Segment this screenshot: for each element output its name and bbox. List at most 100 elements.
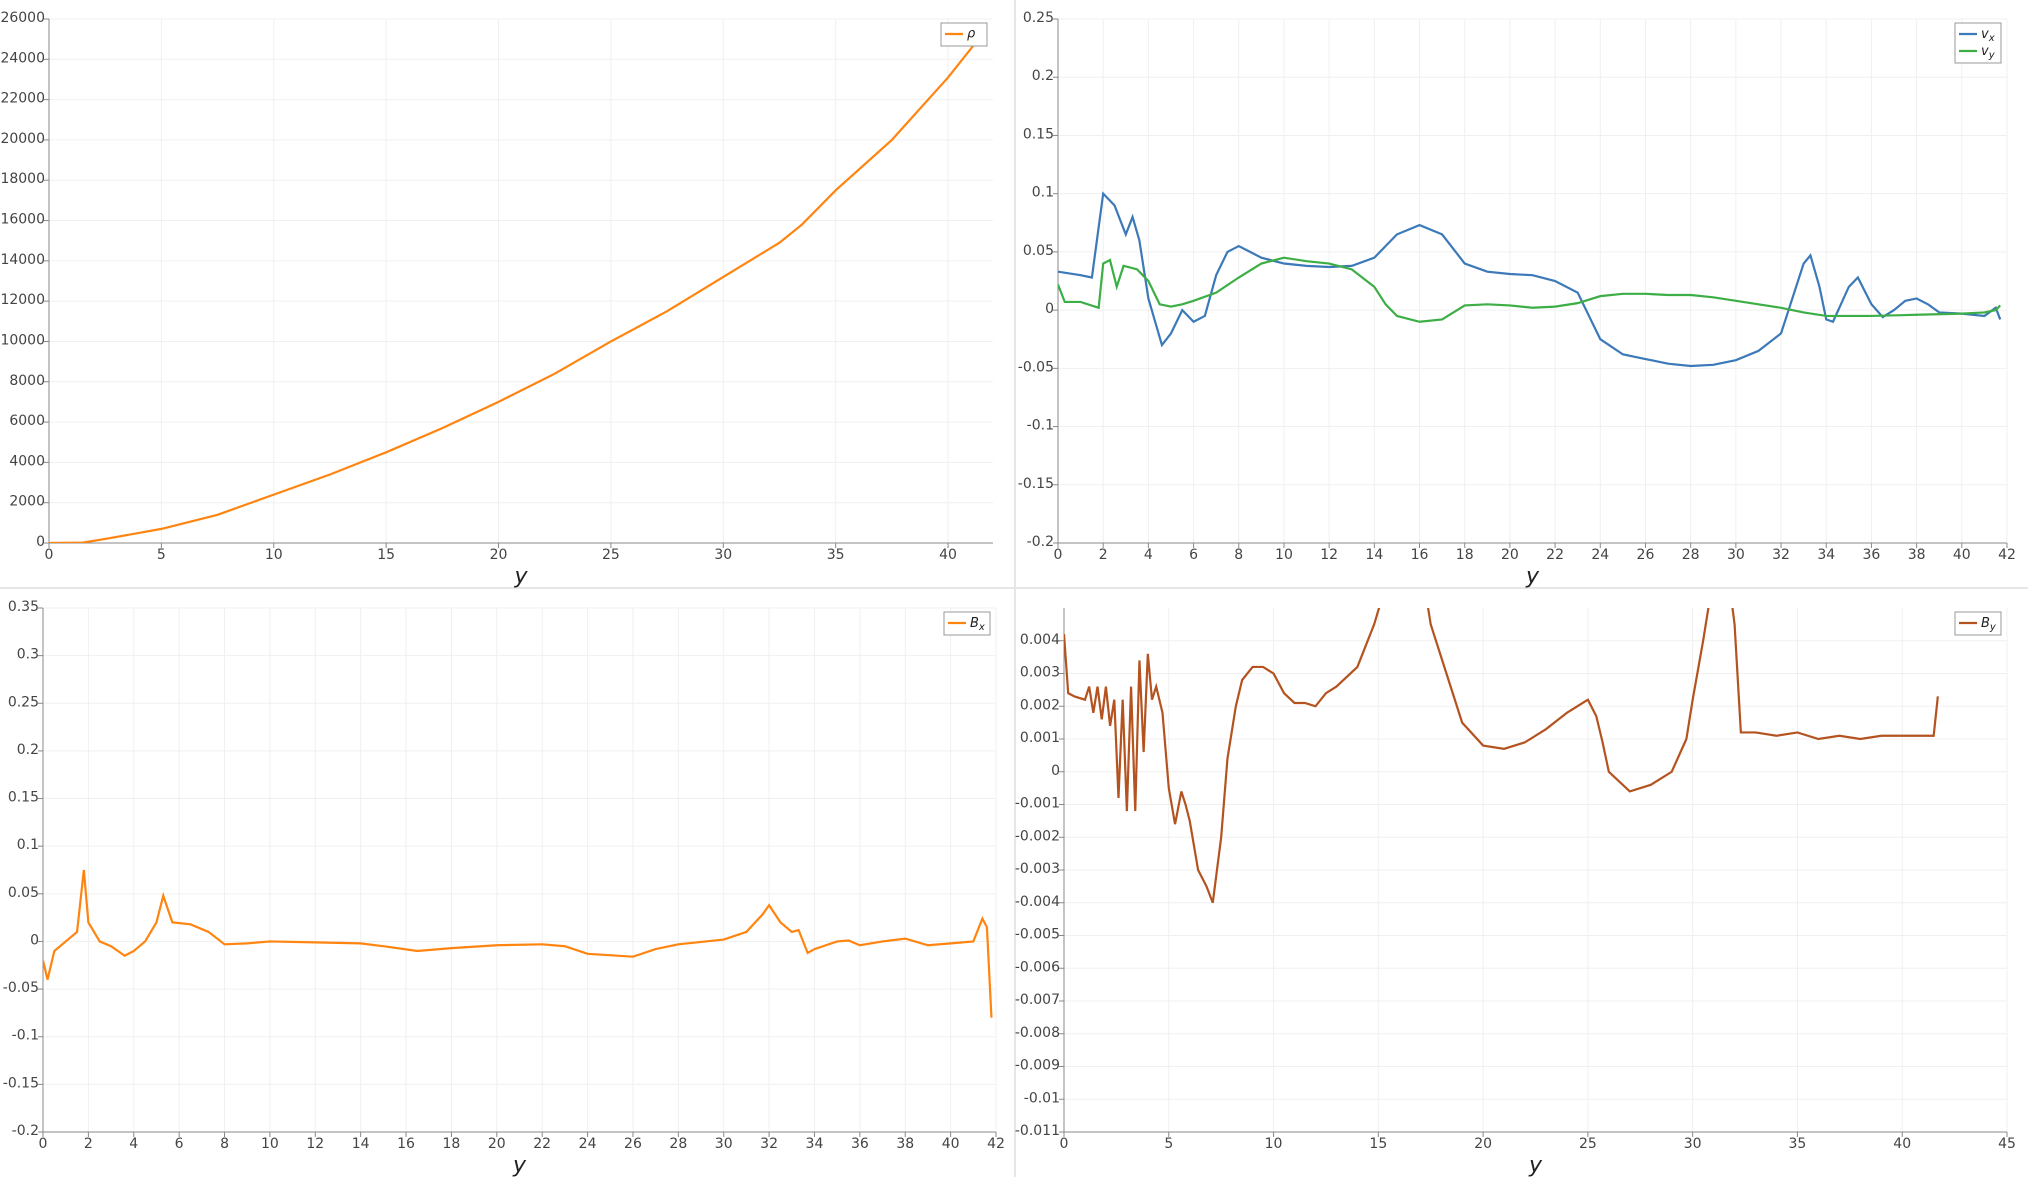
x-tick-label: 6 bbox=[175, 1136, 184, 1152]
y-tick-label: 14000 bbox=[0, 252, 45, 268]
x-tick-label: 0 bbox=[45, 547, 54, 563]
y-tick-label: -0.15 bbox=[1018, 476, 1054, 492]
x-tick-label: 30 bbox=[1684, 1136, 1702, 1152]
x-tick-label: 0 bbox=[1060, 1136, 1069, 1152]
y-tick-label: -0.2 bbox=[12, 1123, 39, 1139]
x-tick-label: 36 bbox=[1863, 547, 1881, 563]
x-tick-label: 16 bbox=[1411, 547, 1429, 563]
x-tick-label: 38 bbox=[1908, 547, 1926, 563]
x-tick-label: 40 bbox=[939, 547, 957, 563]
x-tick-label: 6 bbox=[1189, 547, 1198, 563]
y-tick-label: 0.002 bbox=[1020, 697, 1060, 713]
y-tick-label: -0.003 bbox=[1015, 861, 1060, 877]
x-tick-label: 42 bbox=[1998, 547, 2016, 563]
legend-box bbox=[1954, 22, 2002, 64]
x-tick-label: 25 bbox=[602, 547, 620, 563]
y-tick-label: 0.2 bbox=[1032, 68, 1054, 84]
x-tick-label: 10 bbox=[1265, 1136, 1283, 1152]
x-tick-label: 12 bbox=[1320, 547, 1338, 563]
x-axis-label: y bbox=[513, 564, 528, 589]
x-tick-label: 25 bbox=[1579, 1136, 1597, 1152]
y-tick-label: 0.05 bbox=[1023, 243, 1054, 259]
y-tick-label: 0 bbox=[1051, 763, 1060, 779]
y-tick-label: -0.1 bbox=[1027, 418, 1054, 434]
y-tick-label: -0.011 bbox=[1015, 1123, 1060, 1139]
y-tick-label: 8000 bbox=[9, 373, 45, 389]
x-tick-label: 40 bbox=[1893, 1136, 1911, 1152]
x-tick-label: 40 bbox=[942, 1136, 960, 1152]
y-tick-label: 0.004 bbox=[1020, 632, 1060, 648]
x-tick-label: 20 bbox=[1501, 547, 1519, 563]
data-line bbox=[1064, 608, 1939, 904]
x-tick-label: 15 bbox=[377, 547, 395, 563]
y-tick-label: -0.1 bbox=[12, 1028, 39, 1044]
legend-label: vy bbox=[1981, 44, 1996, 62]
y-tick-label: -0.004 bbox=[1015, 894, 1060, 910]
y-tick-label: -0.05 bbox=[1018, 359, 1054, 375]
y-tick-label: -0.2 bbox=[1027, 534, 1054, 550]
y-tick-label: 0.25 bbox=[1023, 10, 1054, 26]
chart: -0.011 -0.01 -0.009 -0.008 -0.007 -0.006 -0.00… bbox=[1015, 608, 2016, 1177]
chart: -0.2 -0.15 -0.1 -0.05 0 0.05 0.1 0.15 0.2 0.25 0.3… bbox=[3, 599, 1005, 1177]
y-tick-label: 16000 bbox=[0, 212, 45, 228]
x-tick-label: 36 bbox=[851, 1136, 869, 1152]
y-tick-label: -0.005 bbox=[1015, 927, 1060, 943]
y-tick-label: 0.1 bbox=[17, 837, 39, 853]
legend-box bbox=[943, 611, 991, 636]
x-tick-label: 35 bbox=[827, 547, 845, 563]
x-tick-label: 22 bbox=[1546, 547, 1564, 563]
y-tick-label: 26000 bbox=[0, 10, 45, 26]
x-tick-label: 0 bbox=[1054, 547, 1063, 563]
y-tick-label: 0.05 bbox=[8, 885, 39, 901]
y-tick-label: 20000 bbox=[0, 131, 45, 147]
y-tick-label: 0.2 bbox=[17, 742, 39, 758]
y-tick-label: -0.01 bbox=[1024, 1090, 1060, 1106]
y-tick-label: 2000 bbox=[9, 494, 45, 510]
y-tick-label: -0.009 bbox=[1015, 1058, 1060, 1074]
legend-label: Bx bbox=[970, 616, 985, 634]
x-tick-label: 14 bbox=[352, 1136, 370, 1152]
x-tick-label: 12 bbox=[306, 1136, 324, 1152]
y-tick-label: 24000 bbox=[0, 50, 45, 66]
x-tick-label: 4 bbox=[1144, 547, 1153, 563]
y-tick-label: 12000 bbox=[0, 292, 45, 308]
chart: 0 2000 4000 6000 8000 10000 12000 14000 16000 180… bbox=[0, 10, 993, 589]
y-tick-label: -0.007 bbox=[1015, 992, 1060, 1008]
legend-label: ρ bbox=[967, 27, 976, 42]
x-tick-label: 38 bbox=[896, 1136, 914, 1152]
y-tick-label: 4000 bbox=[9, 453, 45, 469]
y-tick-label: 0.3 bbox=[17, 647, 39, 663]
y-tick-label: -0.008 bbox=[1015, 1025, 1060, 1041]
x-axis-label: y bbox=[1528, 1153, 1543, 1177]
x-tick-label: 28 bbox=[1682, 547, 1700, 563]
x-tick-label: 10 bbox=[1275, 547, 1293, 563]
x-tick-label: 16 bbox=[397, 1136, 415, 1152]
x-tick-label: 18 bbox=[443, 1136, 461, 1152]
x-tick-label: 14 bbox=[1365, 547, 1383, 563]
y-tick-label: 22000 bbox=[0, 91, 45, 107]
x-tick-label: 35 bbox=[1789, 1136, 1807, 1152]
y-tick-label: -0.05 bbox=[3, 980, 39, 996]
x-tick-label: 30 bbox=[714, 547, 732, 563]
x-tick-label: 15 bbox=[1369, 1136, 1387, 1152]
x-tick-label: 2 bbox=[1099, 547, 1108, 563]
x-tick-label: 2 bbox=[84, 1136, 93, 1152]
x-tick-label: 42 bbox=[987, 1136, 1005, 1152]
x-tick-label: 18 bbox=[1456, 547, 1474, 563]
x-tick-label: 40 bbox=[1953, 547, 1971, 563]
legend-label: By bbox=[1981, 616, 1997, 634]
x-tick-label: 4 bbox=[129, 1136, 138, 1152]
x-tick-label: 20 bbox=[488, 1136, 506, 1152]
legend-label: vx bbox=[1981, 27, 1995, 45]
y-tick-label: -0.001 bbox=[1015, 796, 1060, 812]
x-tick-label: 26 bbox=[624, 1136, 642, 1152]
y-tick-label: 18000 bbox=[0, 171, 45, 187]
x-tick-label: 34 bbox=[1817, 547, 1835, 563]
x-axis-label: y bbox=[512, 1153, 527, 1177]
x-tick-label: 30 bbox=[715, 1136, 733, 1152]
data-line bbox=[1058, 191, 2002, 368]
x-tick-label: 8 bbox=[1234, 547, 1243, 563]
x-tick-label: 8 bbox=[220, 1136, 229, 1152]
